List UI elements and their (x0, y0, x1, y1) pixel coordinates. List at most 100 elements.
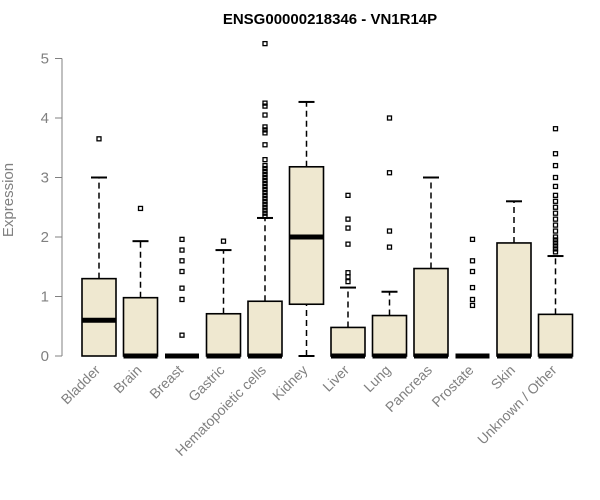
outlier-point (552, 183, 559, 190)
box-group (165, 236, 199, 359)
outlier-point (552, 198, 559, 204)
outlier-point (262, 180, 268, 187)
outlier-point (220, 238, 227, 244)
outlier-point (262, 192, 268, 199)
outlier-point (262, 174, 268, 181)
box-group (413, 176, 449, 359)
outlier-point (386, 244, 393, 250)
outlier-point (552, 246, 559, 252)
outlier-point (552, 237, 559, 243)
outlier-point (137, 205, 144, 212)
outlier-point (345, 192, 351, 199)
x-tick-label: Lung (360, 362, 393, 395)
y-tick-label: 3 (41, 170, 49, 187)
box-group (81, 136, 117, 357)
x-tick-label: Unknown / Other (474, 362, 560, 448)
outlier-point (552, 228, 559, 234)
outlier-point (179, 268, 185, 275)
y-tick-label: 2 (41, 229, 49, 246)
outlier-point (262, 198, 268, 204)
outlier-point (469, 236, 476, 243)
box-iqr (496, 242, 532, 357)
box-iqr (247, 300, 283, 357)
y-tick-label: 5 (41, 51, 49, 68)
outlier-point (179, 332, 185, 338)
x-tick-label: Kidney (269, 362, 311, 404)
outlier-point (386, 228, 393, 234)
outlier-point (262, 186, 268, 193)
box-iqr (81, 277, 117, 357)
outlier-point (552, 204, 559, 210)
outlier-point (262, 207, 268, 213)
outlier-point (552, 234, 559, 240)
outlier-point (262, 162, 268, 169)
outlier-point (262, 100, 268, 106)
outlier-point (345, 241, 351, 247)
outlier-point (552, 240, 559, 246)
chart-title: ENSG00000218346 - VN1R14P (223, 11, 437, 28)
outlier-point (552, 162, 559, 169)
x-tick-label: Bladder (58, 362, 104, 408)
outlier-point (262, 213, 268, 219)
outlier-point (552, 210, 559, 216)
outlier-point (262, 168, 268, 175)
box-group (122, 205, 159, 359)
outlier-point (262, 195, 268, 201)
outlier-point (262, 127, 268, 133)
outlier-point (552, 222, 559, 228)
outlier-point (552, 126, 559, 132)
outlier-point (345, 216, 351, 222)
outlier-point (552, 249, 559, 255)
box-group (455, 236, 490, 359)
outlier-point (262, 171, 268, 178)
box-group (288, 100, 325, 357)
outlier-point (469, 258, 476, 264)
y-axis-label: Expression (0, 163, 17, 237)
outlier-point (262, 165, 268, 172)
boxes-layer (81, 40, 574, 359)
outlier-point (179, 247, 185, 253)
outlier-point (262, 112, 268, 118)
box-iqr (371, 314, 408, 357)
outlier-point (262, 103, 268, 109)
outlier-point (262, 204, 268, 210)
box-iqr (537, 313, 574, 357)
outlier-point (262, 40, 268, 47)
outlier-point (469, 268, 476, 275)
outlier-point (262, 130, 268, 136)
box-group (537, 126, 574, 359)
outlier-point (262, 156, 268, 163)
y-tick-label: 1 (41, 289, 49, 306)
outlier-point (179, 258, 185, 264)
outlier-point (552, 174, 559, 181)
x-tick-label: Liver (319, 362, 352, 395)
outlier-point (469, 302, 476, 309)
outlier-point (262, 183, 268, 190)
outlier-point (345, 278, 351, 285)
outlier-point (386, 170, 393, 176)
box-group (330, 192, 366, 359)
box-group (205, 238, 242, 359)
outlier-point (262, 201, 268, 207)
box-iqr (413, 267, 449, 357)
outlier-point (345, 274, 351, 280)
x-tick-label: Prostate (428, 362, 476, 410)
outlier-point (552, 243, 559, 249)
outlier-point (262, 124, 268, 130)
outlier-point (179, 236, 185, 243)
outlier-point (179, 285, 185, 291)
outlier-point (552, 216, 559, 222)
x-tick-label: Brain (110, 362, 144, 396)
outlier-point (179, 296, 185, 303)
outlier-point (262, 142, 268, 148)
box-group (371, 115, 408, 359)
outlier-point (552, 151, 559, 157)
outlier-point (345, 270, 351, 276)
outlier-point (262, 210, 268, 216)
outlier-point (262, 189, 268, 196)
y-axis: 0 1 2 3 4 5 (41, 51, 63, 365)
outlier-point (469, 296, 476, 303)
